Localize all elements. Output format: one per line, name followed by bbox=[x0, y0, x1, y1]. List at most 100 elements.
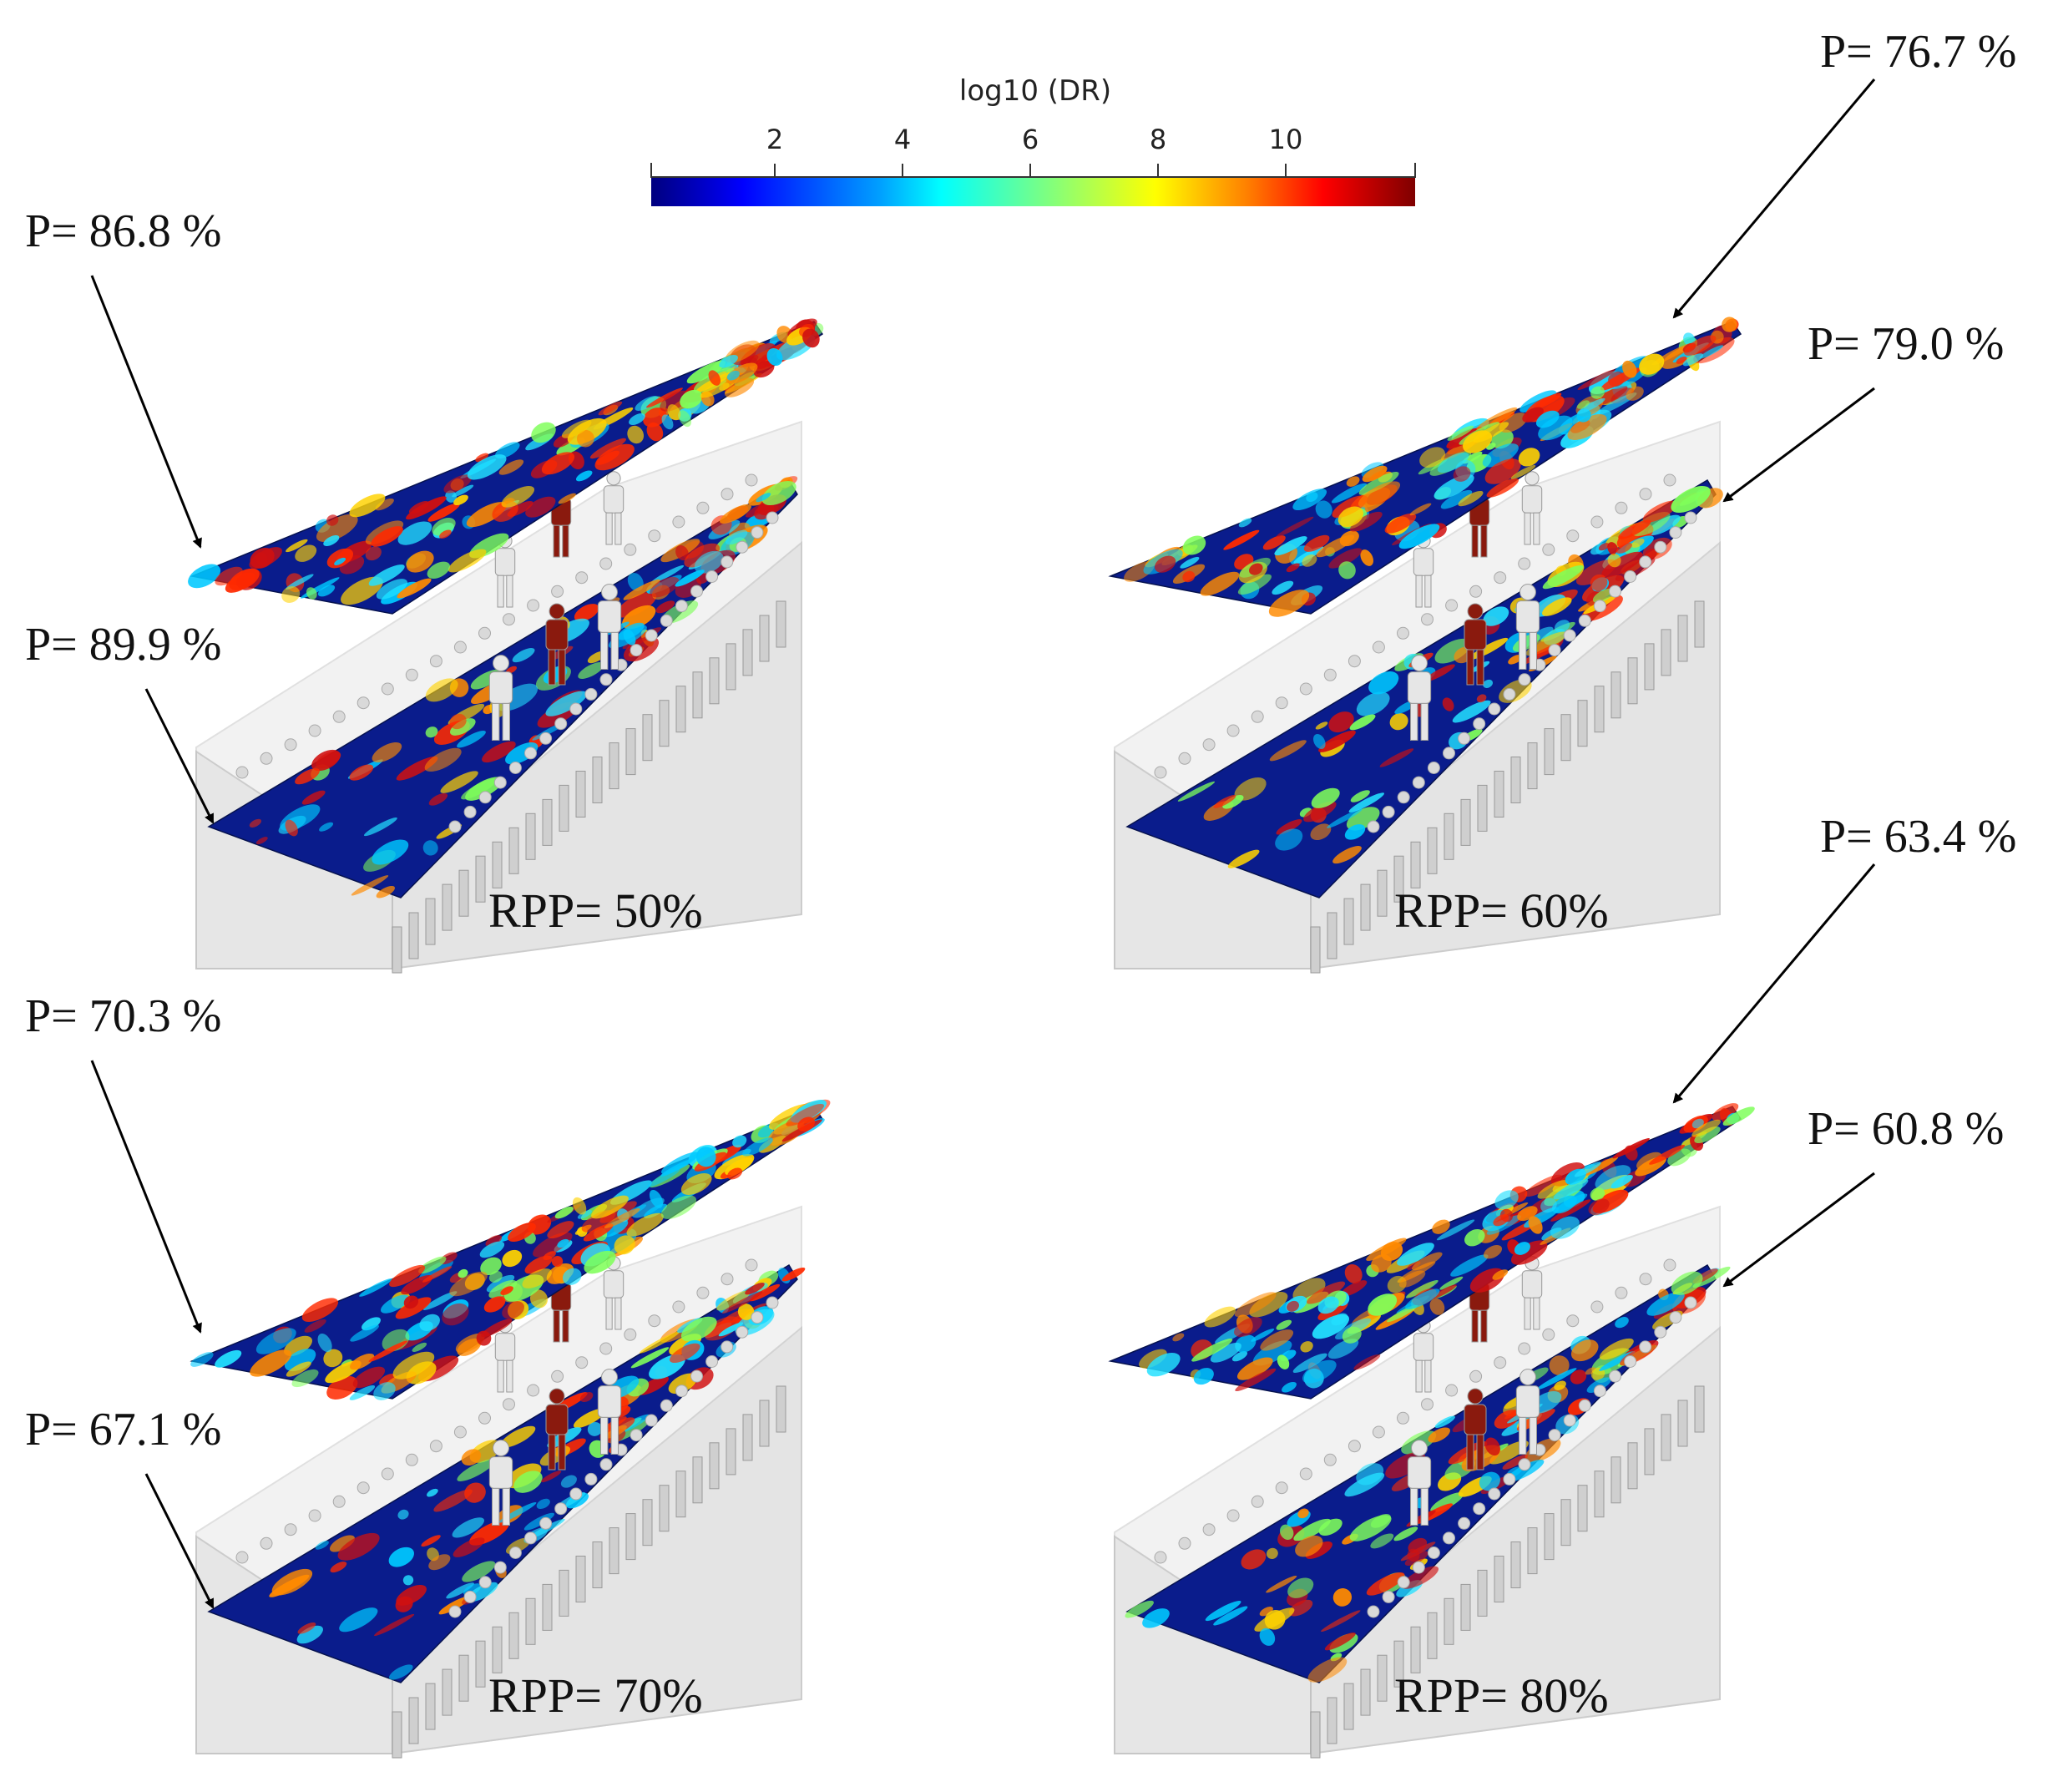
field-blob bbox=[323, 534, 340, 547]
field-blob bbox=[573, 1408, 605, 1429]
field-blob bbox=[1439, 1276, 1464, 1290]
passenger-head bbox=[1299, 682, 1312, 696]
seated-passenger bbox=[1677, 1400, 1688, 1447]
field-blob bbox=[1684, 335, 1717, 356]
seated-passenger bbox=[675, 686, 686, 733]
passenger-head bbox=[381, 1467, 394, 1481]
seated-passenger bbox=[458, 1654, 469, 1702]
field-blob bbox=[1342, 1326, 1362, 1344]
field-blob bbox=[1251, 1329, 1275, 1342]
seated-passenger bbox=[442, 1668, 453, 1716]
infected-passenger-torso bbox=[1464, 619, 1487, 650]
field-blob bbox=[802, 328, 820, 348]
field-blob bbox=[1297, 1508, 1309, 1519]
field-blob bbox=[1237, 574, 1272, 595]
field-blob bbox=[1300, 1341, 1313, 1353]
seated-passenger bbox=[508, 1612, 519, 1659]
passenger-head bbox=[527, 599, 540, 612]
field-blob bbox=[1302, 554, 1317, 567]
seated-passenger bbox=[525, 1597, 536, 1645]
field-blob bbox=[541, 452, 575, 475]
field-blob bbox=[1303, 534, 1330, 552]
field-blob bbox=[1607, 542, 1619, 556]
field-blob bbox=[1282, 1381, 1297, 1393]
field-blob bbox=[1233, 1317, 1262, 1338]
field-blob bbox=[655, 600, 675, 614]
seated-passenger bbox=[542, 1583, 553, 1631]
field-blob bbox=[1401, 1566, 1439, 1589]
seated-passenger bbox=[592, 757, 603, 803]
passenger-head bbox=[1590, 1300, 1604, 1314]
field-blob bbox=[623, 629, 636, 645]
seated-passenger bbox=[1677, 615, 1688, 662]
field-blob bbox=[349, 764, 374, 781]
seated-passenger bbox=[1377, 869, 1388, 917]
infected-passenger-leg bbox=[1480, 524, 1488, 558]
passenger-head bbox=[1494, 1356, 1507, 1369]
lower-plane-probability: P= 89.9 % bbox=[25, 619, 221, 671]
field-blob bbox=[1505, 1459, 1545, 1482]
field-blob bbox=[427, 503, 460, 522]
seated-passenger bbox=[1310, 1711, 1321, 1759]
field-blob bbox=[439, 529, 452, 539]
seated-passenger bbox=[392, 926, 402, 974]
field-blob bbox=[1493, 1214, 1509, 1227]
standing-passenger-head bbox=[493, 1440, 509, 1457]
passenger-head bbox=[624, 543, 637, 556]
field-blob bbox=[1231, 1351, 1248, 1362]
passenger-head bbox=[1473, 1502, 1486, 1516]
field-blob bbox=[1607, 553, 1621, 568]
passenger-head bbox=[1590, 515, 1604, 529]
field-blob bbox=[1227, 849, 1260, 868]
field-blob bbox=[1642, 500, 1678, 523]
passenger-head bbox=[599, 673, 613, 686]
field-blob bbox=[1238, 518, 1252, 528]
passenger-head bbox=[599, 1458, 613, 1471]
standing-passenger-leg bbox=[1415, 575, 1423, 608]
seated-passenger bbox=[659, 1485, 670, 1532]
seated-passenger bbox=[408, 1697, 419, 1744]
standing-passenger-leg bbox=[1524, 1297, 1531, 1330]
field-blob bbox=[1393, 1526, 1418, 1541]
field-blob bbox=[1292, 1353, 1327, 1374]
field-blob bbox=[295, 768, 320, 785]
field-blob bbox=[422, 840, 438, 856]
field-blob bbox=[623, 579, 660, 600]
field-blob bbox=[255, 837, 268, 845]
field-blob bbox=[670, 1343, 700, 1364]
passenger-head bbox=[1469, 1369, 1483, 1383]
field-blob bbox=[1241, 1549, 1267, 1570]
seated-passenger bbox=[609, 1527, 619, 1575]
field-blob bbox=[1482, 443, 1519, 468]
passenger-head bbox=[405, 668, 418, 681]
field-blob bbox=[1213, 1606, 1248, 1626]
seated-passenger bbox=[642, 714, 653, 762]
field-blob bbox=[766, 347, 783, 367]
passenger-head bbox=[551, 585, 564, 598]
field-blob bbox=[1344, 1263, 1363, 1284]
field-blob bbox=[1404, 1551, 1428, 1566]
seated-passenger bbox=[1343, 898, 1354, 945]
field-blob bbox=[397, 578, 432, 599]
field-blob bbox=[301, 1298, 339, 1322]
field-blob bbox=[406, 496, 447, 520]
field-blob bbox=[719, 354, 738, 368]
field-blob bbox=[482, 741, 516, 763]
field-blob bbox=[635, 396, 659, 411]
field-blob bbox=[720, 504, 751, 524]
field-blob bbox=[1249, 563, 1263, 575]
passenger-head bbox=[705, 1355, 719, 1368]
field-blob bbox=[452, 484, 474, 498]
field-blob bbox=[457, 730, 486, 748]
field-blob bbox=[1409, 503, 1432, 516]
seated-passenger bbox=[1577, 1485, 1588, 1532]
field-blob bbox=[397, 1509, 409, 1520]
passenger-head bbox=[1684, 1296, 1697, 1309]
standing-passenger bbox=[1407, 655, 1432, 742]
field-blob bbox=[1419, 447, 1446, 468]
passenger-head bbox=[745, 1258, 758, 1272]
field-blob bbox=[1182, 535, 1206, 555]
field-blob bbox=[1370, 1514, 1391, 1528]
seated-passenger bbox=[475, 1640, 486, 1688]
standing-passenger-leg bbox=[1410, 1487, 1418, 1526]
